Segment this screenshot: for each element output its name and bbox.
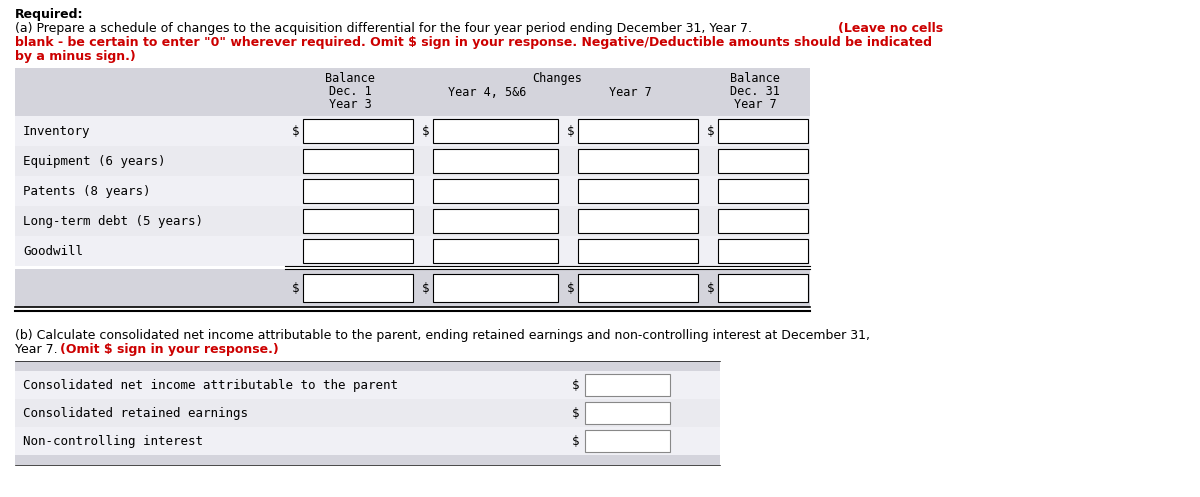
Text: $: $ bbox=[707, 125, 714, 138]
Text: Year 7: Year 7 bbox=[608, 86, 652, 99]
Bar bbox=[718, 149, 808, 173]
Text: Long-term debt (5 years): Long-term debt (5 years) bbox=[23, 215, 203, 228]
Text: Consolidated retained earnings: Consolidated retained earnings bbox=[23, 407, 248, 419]
Bar bbox=[14, 269, 810, 307]
Text: Goodwill: Goodwill bbox=[23, 245, 83, 257]
Text: $: $ bbox=[421, 281, 430, 295]
Text: Dec. 1: Dec. 1 bbox=[329, 85, 371, 98]
Text: Year 4, 5&6: Year 4, 5&6 bbox=[448, 86, 526, 99]
Bar bbox=[578, 179, 698, 203]
Bar bbox=[578, 149, 698, 173]
Bar bbox=[14, 146, 810, 176]
Bar bbox=[433, 149, 558, 173]
Bar bbox=[578, 209, 698, 233]
Bar bbox=[578, 239, 698, 263]
Bar bbox=[14, 68, 810, 116]
Bar bbox=[433, 119, 558, 143]
Text: $: $ bbox=[566, 125, 574, 138]
Bar bbox=[718, 239, 808, 263]
Bar bbox=[718, 274, 808, 302]
Bar bbox=[433, 179, 558, 203]
Text: blank - be certain to enter "0" wherever required. Omit $ sign in your response.: blank - be certain to enter "0" wherever… bbox=[14, 36, 932, 49]
Bar bbox=[14, 427, 720, 455]
Bar bbox=[718, 179, 808, 203]
Bar bbox=[14, 116, 810, 146]
Bar bbox=[14, 206, 810, 236]
Bar bbox=[14, 236, 810, 266]
Text: $: $ bbox=[571, 379, 580, 392]
Text: Required:: Required: bbox=[14, 8, 84, 21]
Text: (Leave no cells: (Leave no cells bbox=[838, 22, 943, 35]
Bar bbox=[14, 455, 720, 465]
Text: (a) Prepare a schedule of changes to the acquisition differential for the four y: (a) Prepare a schedule of changes to the… bbox=[14, 22, 756, 35]
Bar bbox=[302, 179, 413, 203]
Text: Patents (8 years): Patents (8 years) bbox=[23, 184, 150, 197]
Text: (b) Calculate consolidated net income attributable to the parent, ending retaine: (b) Calculate consolidated net income at… bbox=[14, 329, 870, 342]
Text: Inventory: Inventory bbox=[23, 125, 90, 138]
Text: Year 7: Year 7 bbox=[733, 98, 776, 111]
Text: by a minus sign.): by a minus sign.) bbox=[14, 50, 136, 63]
Text: $: $ bbox=[292, 281, 299, 295]
Text: $: $ bbox=[571, 407, 580, 419]
Text: Changes: Changes bbox=[532, 72, 582, 85]
Text: $: $ bbox=[421, 125, 430, 138]
Bar bbox=[586, 430, 670, 452]
Bar bbox=[14, 361, 720, 371]
Text: Dec. 31: Dec. 31 bbox=[730, 85, 780, 98]
Bar bbox=[578, 274, 698, 302]
Text: Year 3: Year 3 bbox=[329, 98, 371, 111]
Bar bbox=[586, 402, 670, 424]
Bar bbox=[302, 274, 413, 302]
Bar bbox=[14, 371, 720, 399]
Text: Equipment (6 years): Equipment (6 years) bbox=[23, 155, 166, 167]
Text: Consolidated net income attributable to the parent: Consolidated net income attributable to … bbox=[23, 379, 398, 392]
Bar bbox=[433, 239, 558, 263]
Text: $: $ bbox=[571, 434, 580, 447]
Text: (Omit $ sign in your response.): (Omit $ sign in your response.) bbox=[60, 343, 278, 356]
Bar bbox=[578, 119, 698, 143]
Text: $: $ bbox=[707, 281, 714, 295]
Text: $: $ bbox=[292, 125, 299, 138]
Bar bbox=[586, 374, 670, 396]
Bar bbox=[14, 399, 720, 427]
Bar bbox=[433, 274, 558, 302]
Bar bbox=[718, 119, 808, 143]
Bar bbox=[718, 209, 808, 233]
Text: Balance: Balance bbox=[325, 72, 374, 85]
Bar bbox=[302, 149, 413, 173]
Bar bbox=[14, 176, 810, 206]
Text: Non-controlling interest: Non-controlling interest bbox=[23, 434, 203, 447]
Bar bbox=[302, 119, 413, 143]
Bar bbox=[302, 209, 413, 233]
Text: Year 7.: Year 7. bbox=[14, 343, 61, 356]
Text: Balance: Balance bbox=[730, 72, 780, 85]
Bar bbox=[433, 209, 558, 233]
Text: $: $ bbox=[566, 281, 574, 295]
Bar bbox=[302, 239, 413, 263]
